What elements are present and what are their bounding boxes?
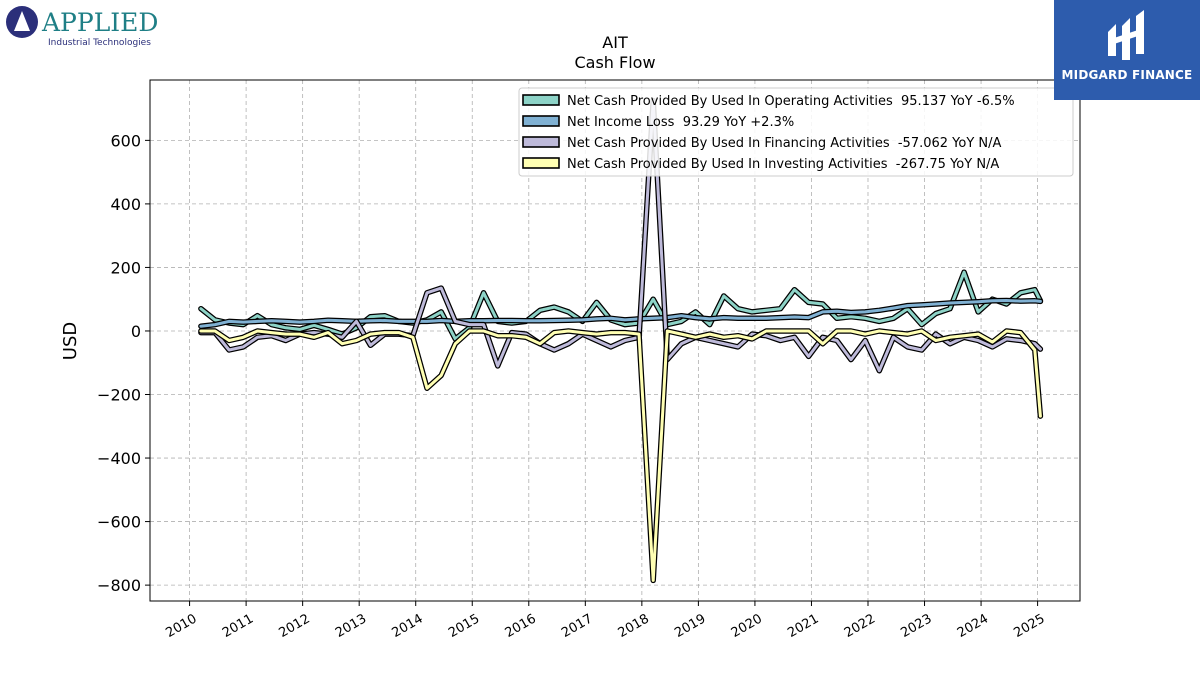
legend-label: Net Cash Provided By Used In Operating A… [567, 94, 1015, 109]
series-line [199, 299, 1042, 328]
chart-subtitle: Cash Flow [574, 53, 655, 72]
legend-label: Net Cash Provided By Used In Financing A… [567, 136, 1002, 151]
midgard-logo-icon [1108, 10, 1144, 60]
x-tick-label: 2024 [955, 611, 991, 641]
legend-box [518, 87, 1074, 177]
legend-label: Net Income Loss 93.29 YoY +2.3% [567, 115, 794, 130]
legend-swatch [522, 94, 560, 106]
midgard-logo-wordmark: MIDGARD FINANCE [1061, 68, 1193, 82]
series-3 [198, 328, 1044, 584]
y-tick-label: −400 [97, 449, 141, 468]
y-axis-label: USD [60, 322, 81, 360]
x-tick-label: 2012 [276, 611, 312, 641]
x-tick-label: 2015 [446, 611, 482, 641]
x-tick-label: 2011 [220, 611, 256, 641]
legend: Net Cash Provided By Used In Operating A… [518, 87, 1074, 177]
series-line [199, 99, 1042, 373]
x-tick-label: 2017 [559, 611, 595, 641]
x-tick-label: 2021 [785, 611, 821, 641]
x-tick-label: 2013 [333, 611, 369, 641]
legend-swatch [522, 115, 560, 127]
x-tick-label: 2016 [503, 611, 539, 641]
series-line [199, 329, 1042, 582]
y-tick-label: −600 [97, 513, 141, 532]
x-tick-label: 2022 [842, 611, 878, 641]
y-tick-label: 200 [110, 258, 141, 277]
x-tick-label: 2018 [616, 611, 652, 641]
x-tick-label: 2014 [390, 611, 426, 641]
series-1 [198, 297, 1044, 329]
legend-swatch [522, 157, 560, 169]
legend-label: Net Cash Provided By Used In Investing A… [567, 157, 999, 172]
applied-logo-brand: APPLIED [42, 8, 159, 37]
y-tick-label: −800 [97, 576, 141, 595]
x-tick-label: 2023 [898, 611, 934, 641]
applied-logo-icon [6, 6, 38, 38]
x-tick-label: 2025 [1011, 611, 1047, 641]
applied-logo-subtitle: Industrial Technologies [48, 38, 151, 48]
legend-swatch [522, 136, 560, 148]
midgard-logo: MIDGARD FINANCE [1054, 0, 1200, 100]
series-lines [198, 97, 1044, 584]
y-tick-label: −200 [97, 386, 141, 405]
x-tick-label: 2020 [729, 611, 765, 641]
series-2 [198, 97, 1044, 374]
applied-logo: APPLIED Industrial Technologies [6, 6, 166, 50]
chart-title: AIT [602, 33, 628, 52]
x-tick-label: 2019 [672, 611, 708, 641]
x-tick-label: 2010 [163, 611, 199, 641]
y-tick-label: 600 [110, 131, 141, 150]
series-outline [198, 328, 1044, 584]
y-tick-label: 0 [131, 322, 141, 341]
plot-frame [149, 79, 1081, 602]
axis-ticks: −800 −600 −400 −200 0 200 400 600 2010 2011 2012 20… [97, 131, 1048, 641]
y-tick-label: 400 [110, 195, 141, 214]
